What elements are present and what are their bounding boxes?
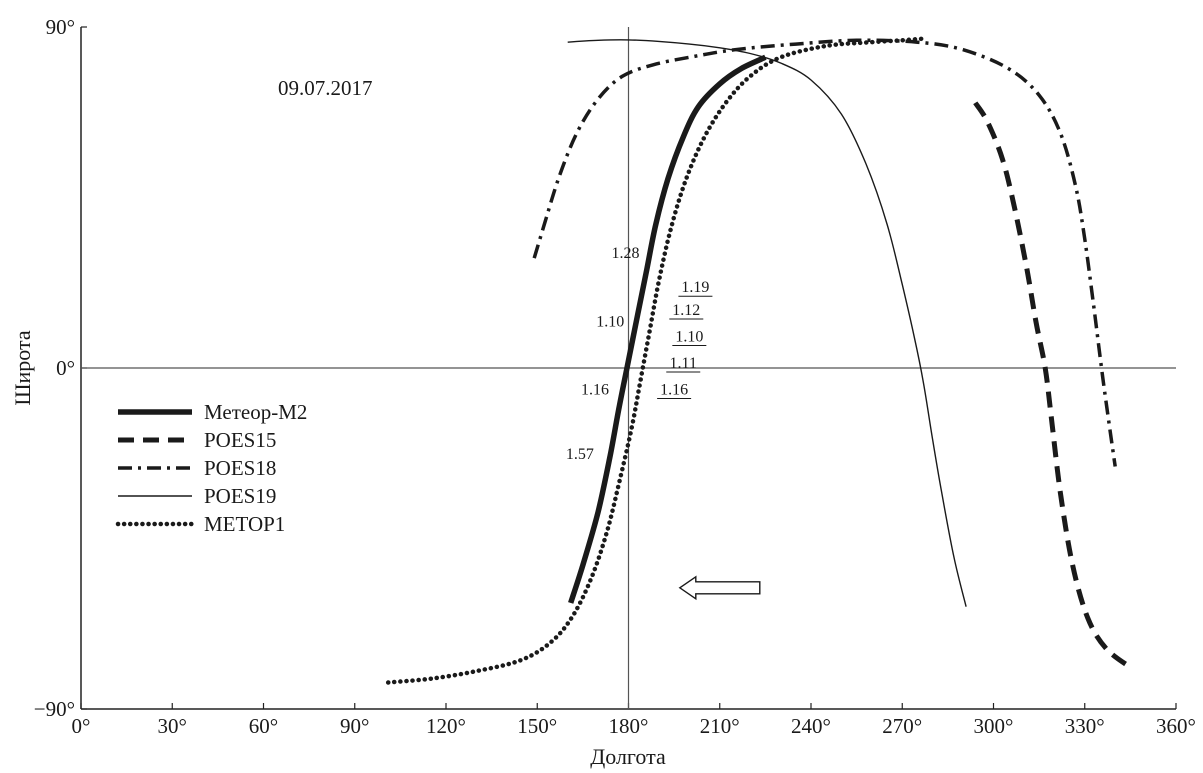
- x-tick-label: 180°: [609, 714, 649, 738]
- y-axis-title: Широта: [10, 330, 35, 406]
- x-tick-label: 150°: [517, 714, 557, 738]
- x-tick-label: 60°: [249, 714, 278, 738]
- value-annotation: 1.16: [581, 382, 609, 399]
- value-annotation: 1.10: [596, 313, 624, 330]
- series-line-1: [973, 101, 1132, 670]
- value-annotation: 1.19: [681, 279, 709, 296]
- x-tick-label: 30°: [158, 714, 187, 738]
- value-annotation: 1.57: [566, 446, 594, 463]
- value-annotation: 1.12: [672, 302, 700, 319]
- x-axis-title: Долгота: [590, 744, 666, 769]
- value-annotation: 1.16: [660, 382, 688, 399]
- x-tick-label: 210°: [700, 714, 740, 738]
- legend-label-1: POES15: [204, 428, 276, 452]
- x-tick-label: 300°: [974, 714, 1014, 738]
- x-tick-label: 240°: [791, 714, 831, 738]
- direction-arrow: [678, 575, 761, 601]
- value-annotation: 1.11: [670, 355, 697, 372]
- y-tick-label: 0°: [56, 356, 75, 380]
- point-annotations: 1.28 1.10 1.16 1.57 1.19 1.12 1.10 1.11 1.16: [566, 245, 713, 463]
- legend: Метеор-М2 POES15 POES18 POES19 METOP1: [115, 400, 307, 536]
- x-tick-label: 0°: [72, 714, 91, 738]
- legend-label-0: Метеор-М2: [204, 400, 307, 424]
- y-tick-label: −90°: [34, 697, 75, 721]
- series-line-0: [568, 54, 767, 604]
- legend-label-2: POES18: [204, 456, 276, 480]
- direction-arrow-shape: [678, 575, 761, 601]
- y-tick-label: 90°: [46, 15, 75, 39]
- x-tick-label: 270°: [882, 714, 922, 738]
- series-line-3: [567, 39, 967, 607]
- series-lines: [385, 36, 1132, 685]
- x-tick-label: 90°: [340, 714, 369, 738]
- x-tick-label: 330°: [1065, 714, 1105, 738]
- series-line-2: [532, 38, 1117, 467]
- x-tick-label: 360°: [1156, 714, 1196, 738]
- legend-label-3: POES19: [204, 484, 276, 508]
- x-tick-label: 120°: [426, 714, 466, 738]
- value-annotation: 1.10: [675, 328, 703, 345]
- legend-label-4: METOP1: [204, 512, 285, 536]
- axes: 0° 30° 60° 90° 120° 150° 180° 210° 240° 270° 300° 3…: [34, 15, 1196, 738]
- date-label: 09.07.2017: [278, 76, 373, 100]
- series-line-4: [385, 36, 929, 685]
- value-annotation: 1.28: [611, 245, 639, 262]
